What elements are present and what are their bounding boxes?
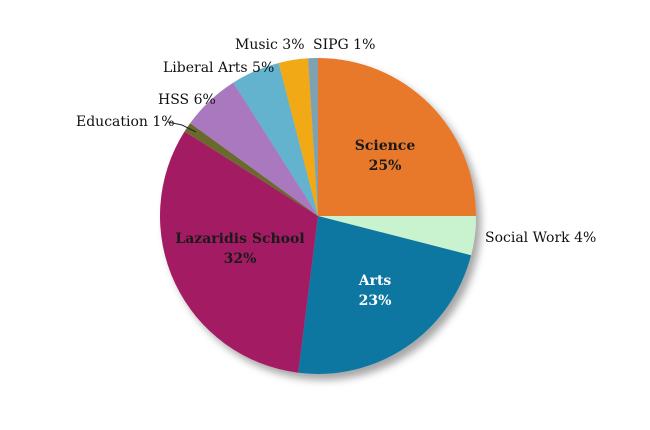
label-science: Science <box>355 138 416 154</box>
label-music: Music 3% <box>235 37 305 53</box>
pie-slices <box>160 58 476 374</box>
slice-lazaridis-school <box>160 131 318 373</box>
slice-science <box>318 58 476 216</box>
label-liberal-arts: Liberal Arts 5% <box>163 60 274 76</box>
value-label-arts: 23% <box>359 293 392 309</box>
label-education: Education 1% <box>76 114 175 130</box>
value-label-science: 25% <box>369 158 402 174</box>
label-lazaridis-school: Lazaridis School <box>175 231 304 247</box>
leader-line-education <box>167 121 197 133</box>
slice-social-work <box>318 216 476 256</box>
label-social-work: Social Work 4% <box>485 230 596 246</box>
slice-hss <box>190 82 318 216</box>
slice-education <box>184 123 318 216</box>
slice-liberal-arts <box>233 62 318 216</box>
label-sipg: SIPG 1% <box>313 37 375 53</box>
slice-arts <box>298 216 472 374</box>
slice-sipg <box>308 58 318 216</box>
label-hss: HSS 6% <box>158 92 216 108</box>
slice-labels: Science 25% Social Work 4% Arts 23% Lazaridis… <box>76 37 596 309</box>
label-arts: Arts <box>358 273 392 289</box>
value-label-lazaridis-school: 32% <box>224 251 257 267</box>
slice-music <box>278 58 318 217</box>
